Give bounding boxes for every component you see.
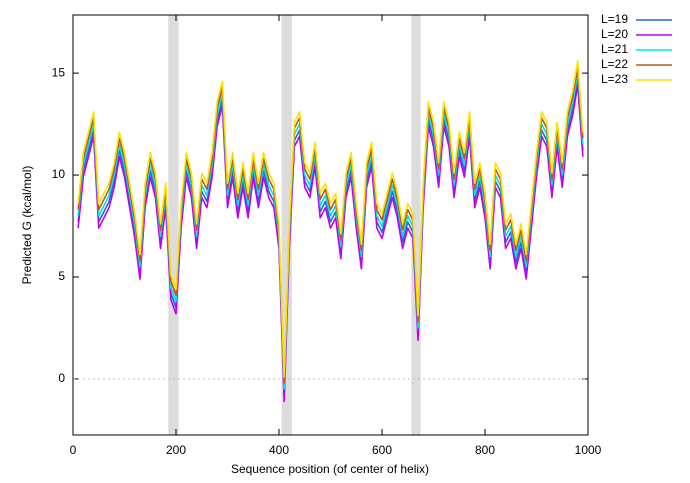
y-tick-label: 15 [52, 65, 66, 79]
series-line [77, 84, 584, 403]
y-tick-label: 0 [58, 371, 65, 385]
x-tick-label: 0 [70, 443, 77, 457]
plot-border [72, 14, 589, 436]
y-axis-label: Predicted G (kcal/mol) [20, 166, 34, 285]
x-tick-label: 200 [166, 443, 186, 457]
legend-label: L=20 [601, 27, 628, 41]
legend-label: L=19 [601, 12, 628, 26]
x-axis-label: Sequence position (of center of helix) [231, 462, 429, 476]
shaded-region [411, 15, 421, 435]
legend-label: L=21 [601, 42, 628, 56]
y-tick-label: 5 [58, 269, 65, 283]
x-tick-label: 800 [475, 443, 495, 457]
series-line [77, 78, 584, 397]
legend-label: L=22 [601, 57, 628, 71]
x-tick-label: 1000 [575, 443, 602, 457]
shaded-region [281, 15, 292, 435]
x-tick-label: 600 [372, 443, 392, 457]
shaded-region [168, 15, 179, 435]
legend-label: L=23 [601, 72, 628, 86]
y-tick-label: 10 [52, 167, 66, 181]
x-tick-label: 400 [269, 443, 289, 457]
series-line [77, 72, 584, 390]
series-line [77, 60, 584, 378]
